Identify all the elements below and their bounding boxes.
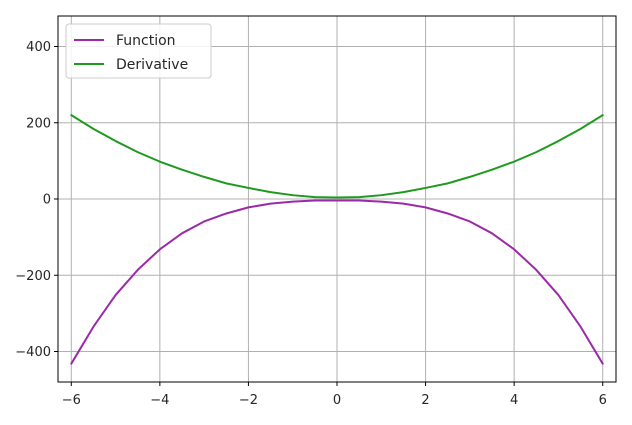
x-tick-label: 4 (510, 393, 518, 408)
series-line-function (70, 199, 604, 365)
x-tick-label: −6 (62, 393, 81, 408)
series-layer (70, 114, 604, 365)
x-tick-label: 0 (333, 393, 341, 408)
x-tick-label: −4 (150, 393, 169, 408)
y-tick-label: −400 (15, 345, 51, 360)
x-tick-label: 6 (599, 393, 607, 408)
ticks: −6 −4 −2 0 2 4 6 −400 −200 0 200 400 (15, 40, 607, 408)
y-tick-label: −200 (15, 269, 51, 284)
y-tick-label: 0 (43, 193, 51, 208)
x-tick-label: 2 (421, 393, 429, 408)
y-tick-label: 200 (26, 116, 51, 131)
y-tick-label: 400 (26, 40, 51, 55)
series-line-derivative (70, 114, 604, 199)
legend: Function Derivative (65, 23, 212, 79)
legend-label: Function (116, 33, 176, 49)
x-tick-label: −2 (239, 393, 258, 408)
legend-label: Derivative (116, 57, 188, 73)
